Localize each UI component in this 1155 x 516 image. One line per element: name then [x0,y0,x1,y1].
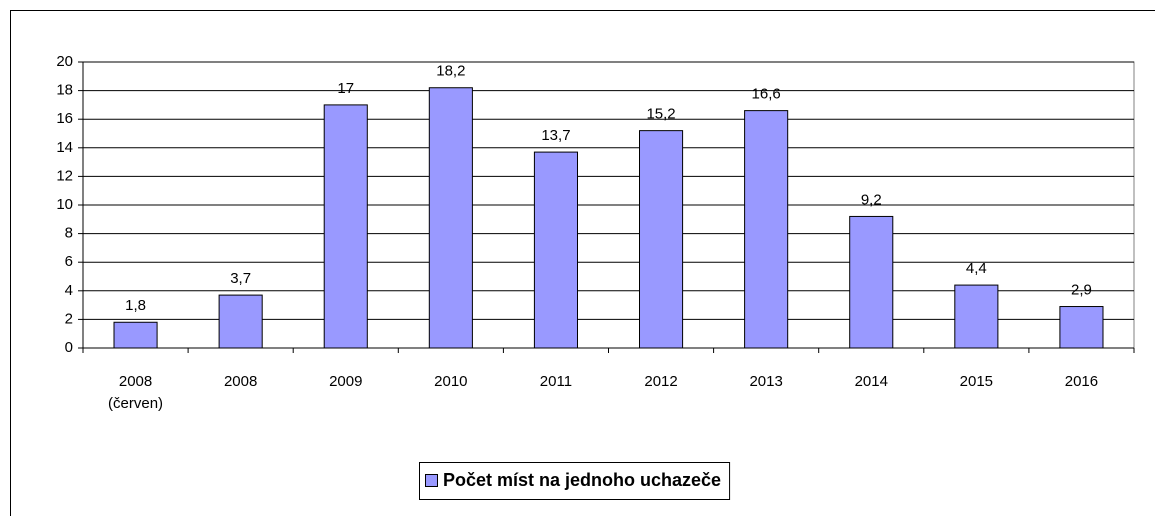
data-label: 13,7 [541,127,570,144]
x-tick-label: 2015 [959,373,994,390]
y-tick-label: 10 [56,196,73,213]
data-label: 16,6 [752,86,781,103]
data-label: 18,2 [436,63,465,80]
bar [428,87,473,349]
data-label: 4,4 [966,260,987,277]
y-tick-label: 6 [65,253,73,270]
y-tick-label: 12 [56,167,73,184]
data-label: 17 [337,80,354,97]
x-tick-label: 2011 [539,373,573,390]
y-tick-label: 2 [65,310,73,327]
bar [954,284,999,349]
legend-label: Počet míst na jednoho uchazeče [443,470,721,490]
data-label: 3,7 [230,270,251,287]
bar [744,110,789,349]
data-label: 1,8 [125,297,146,314]
data-label: 15,2 [646,106,675,123]
x-tick-label: 2014 [854,373,888,390]
legend-box [419,462,731,500]
bar [1059,306,1104,349]
y-tick-label: 8 [65,225,73,242]
bar [639,130,684,349]
x-tick-label: 2008 [223,373,258,390]
legend-swatch [425,474,438,487]
y-tick-label: 16 [56,110,73,127]
data-label: 9,2 [861,191,882,208]
x-tick-label: 2010 [434,373,468,390]
bar [533,151,578,349]
x-tick-label: 2016 [1064,373,1099,390]
y-tick-label: 14 [56,139,73,156]
bar [113,321,158,349]
y-tick-label: 18 [56,82,73,99]
data-label: 2,9 [1071,281,1092,298]
bar [849,215,894,349]
x-tick-label: 2008 (červen) [108,373,164,412]
y-tick-label: 20 [56,53,73,70]
x-tick-label: 2009 [329,373,363,390]
x-tick-label: 2012 [644,373,678,390]
y-tick-label: 0 [65,339,73,356]
x-tick-label: 2013 [749,373,783,390]
y-tick-label: 4 [65,282,73,299]
bar [323,104,368,349]
bar [218,294,263,349]
